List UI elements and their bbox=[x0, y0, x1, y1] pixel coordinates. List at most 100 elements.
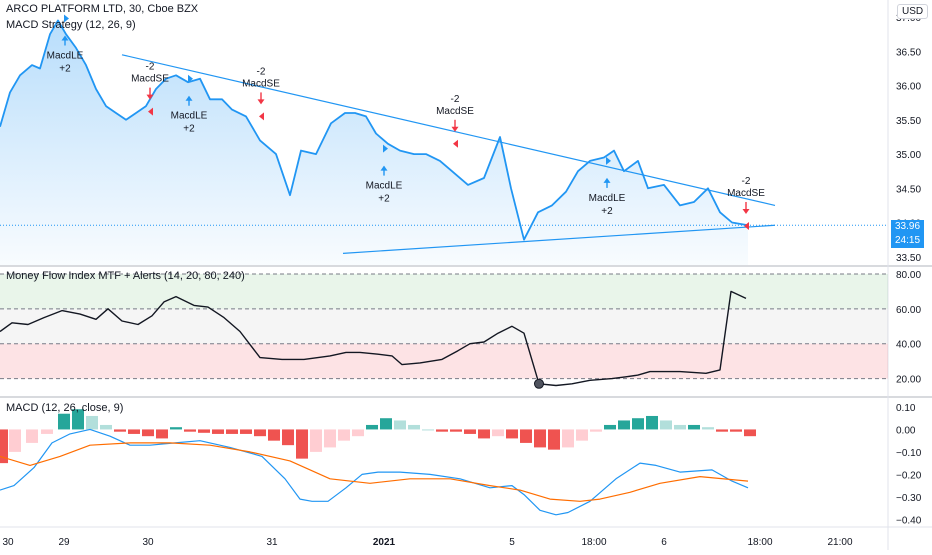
macd-histogram-bar[interactable] bbox=[702, 427, 714, 430]
macd-histogram-bar[interactable] bbox=[436, 429, 448, 432]
macd-histogram-bar[interactable] bbox=[114, 429, 126, 432]
macd-histogram-bar[interactable] bbox=[26, 429, 38, 443]
buy-signal-label: MacdLE bbox=[366, 181, 403, 192]
buy-entry-marker[interactable] bbox=[64, 14, 69, 23]
oversold-zone bbox=[0, 343, 888, 379]
sell-signal-label: MacdSE bbox=[436, 106, 474, 117]
time-axis[interactable]: 30 29 30 31 2021 5 18:00 6 18:00 21:00 bbox=[2, 537, 853, 548]
price-pane[interactable]: 33.5034.0034.5035.0035.5036.0036.5037.00… bbox=[0, 13, 921, 265]
sell-entry-marker[interactable] bbox=[148, 107, 153, 116]
macd-histogram-bar[interactable] bbox=[408, 424, 420, 430]
macd-histogram-bar[interactable] bbox=[520, 429, 532, 443]
macd-histogram-bar[interactable] bbox=[41, 429, 53, 434]
macd-histogram-bar[interactable] bbox=[72, 409, 84, 430]
sell-entry-marker[interactable] bbox=[744, 221, 749, 230]
macd-histogram-bar[interactable] bbox=[576, 429, 588, 441]
buy-arrow-icon bbox=[380, 165, 388, 171]
macd-histogram-bar[interactable] bbox=[282, 429, 294, 446]
macd-histogram-bar[interactable] bbox=[380, 418, 392, 430]
mfi-line[interactable] bbox=[0, 290, 747, 387]
macd-histogram-bar[interactable] bbox=[198, 429, 210, 433]
macd-histogram-bar[interactable] bbox=[254, 429, 266, 437]
macd-histogram-bar[interactable] bbox=[604, 424, 616, 430]
macd-histogram-bar[interactable] bbox=[184, 429, 196, 432]
macd-histogram-bar[interactable] bbox=[0, 429, 8, 464]
macd-histogram-bar[interactable] bbox=[716, 429, 728, 432]
macd-histogram-bar[interactable] bbox=[464, 429, 476, 434]
macd-histogram-bar[interactable] bbox=[142, 429, 154, 437]
macd-histogram-bar[interactable] bbox=[100, 424, 112, 430]
macd-histogram-bar[interactable] bbox=[58, 413, 70, 430]
buy-signal-qty: +2 bbox=[59, 63, 71, 74]
buy-entry-marker[interactable] bbox=[188, 74, 193, 83]
macd-histogram-bar[interactable] bbox=[170, 427, 182, 430]
macd-histogram-bar[interactable] bbox=[646, 415, 658, 430]
macd-histogram-bar[interactable] bbox=[366, 424, 378, 430]
macd-title[interactable]: MACD (12, 26, close, 9) bbox=[6, 402, 124, 414]
time-tick-label: 5 bbox=[509, 537, 515, 548]
neutral-zone bbox=[0, 308, 888, 344]
macd-histogram-bar[interactable] bbox=[618, 420, 630, 430]
buy-entry-marker[interactable] bbox=[606, 156, 611, 165]
signal-line[interactable] bbox=[0, 442, 749, 502]
macd-histogram-bar[interactable] bbox=[450, 429, 462, 432]
sell-entry-marker[interactable] bbox=[259, 112, 264, 121]
macd-histogram-bar[interactable] bbox=[268, 429, 280, 441]
macd-histogram-bar[interactable] bbox=[506, 429, 518, 439]
mfi-highlight-point[interactable] bbox=[534, 378, 544, 389]
macd-line[interactable] bbox=[0, 428, 749, 516]
mfi-tick-label: 60.00 bbox=[896, 305, 921, 316]
macd-histogram-bar[interactable] bbox=[590, 429, 602, 432]
macd-histogram-bar[interactable] bbox=[534, 429, 546, 448]
macd-histogram-bar[interactable] bbox=[422, 429, 434, 431]
macd-histogram-bar[interactable] bbox=[128, 429, 140, 434]
macd-histogram-bar[interactable] bbox=[632, 418, 644, 430]
price-line[interactable] bbox=[0, 19, 749, 241]
macd-histogram-bar[interactable] bbox=[156, 429, 168, 439]
macd-histogram-bar[interactable] bbox=[660, 420, 672, 430]
bar-countdown-label: 24:15 bbox=[891, 234, 925, 248]
trendline[interactable] bbox=[121, 54, 776, 207]
mfi-title[interactable]: Money Flow Index MTF + Alerts (14, 20, 8… bbox=[6, 270, 245, 282]
macd-pane[interactable]: 0.10 0.00 −0.10 −0.20 −0.30 −0.40 bbox=[0, 403, 922, 526]
macd-histogram-bar[interactable] bbox=[226, 429, 238, 434]
macd-histogram-bar[interactable] bbox=[338, 429, 350, 441]
buy-signal-qty: +2 bbox=[378, 194, 390, 205]
sell-entry-marker[interactable] bbox=[453, 139, 458, 148]
time-tick-label: 21:00 bbox=[827, 537, 852, 548]
buy-arrow-icon bbox=[61, 35, 69, 41]
last-price-label: 33.96 bbox=[891, 220, 925, 234]
sell-signal-qty: -2 bbox=[742, 176, 751, 187]
macd-histogram-bar[interactable] bbox=[562, 429, 574, 448]
macd-histogram-bar[interactable] bbox=[9, 429, 21, 452]
strategy-title[interactable]: MACD Strategy (12, 26, 9) bbox=[6, 19, 136, 31]
mfi-tick-label: 40.00 bbox=[896, 340, 921, 351]
macd-histogram-bar[interactable] bbox=[86, 415, 98, 430]
price-tick-label: 34.50 bbox=[896, 184, 921, 195]
macd-histogram-bar[interactable] bbox=[212, 429, 224, 434]
time-tick-label: 2021 bbox=[373, 537, 396, 548]
time-tick-label: 30 bbox=[2, 537, 14, 548]
macd-histogram-bar[interactable] bbox=[310, 429, 322, 452]
macd-histogram-bar[interactable] bbox=[744, 429, 756, 437]
macd-histogram-bar[interactable] bbox=[688, 424, 700, 430]
currency-label[interactable]: USD bbox=[897, 4, 929, 19]
macd-histogram-bar[interactable] bbox=[492, 429, 504, 437]
mfi-pane[interactable]: 20.00 40.00 60.00 80.00 bbox=[0, 270, 921, 389]
time-tick-label: 31 bbox=[266, 537, 278, 548]
macd-histogram-bar[interactable] bbox=[394, 420, 406, 430]
macd-tick-label: −0.20 bbox=[896, 470, 922, 481]
macd-histogram-bar[interactable] bbox=[730, 429, 742, 432]
trendline[interactable] bbox=[342, 224, 776, 254]
macd-histogram-bar[interactable] bbox=[674, 424, 686, 430]
buy-entry-marker[interactable] bbox=[383, 144, 388, 153]
macd-histogram-bar[interactable] bbox=[352, 429, 364, 437]
macd-histogram-bar[interactable] bbox=[548, 429, 560, 450]
macd-histogram-bar[interactable] bbox=[296, 429, 308, 459]
macd-histogram-bar[interactable] bbox=[478, 429, 490, 439]
macd-histogram-bar[interactable] bbox=[324, 429, 336, 448]
buy-signal-qty: +2 bbox=[601, 206, 613, 217]
macd-histogram-bar[interactable] bbox=[240, 429, 252, 434]
